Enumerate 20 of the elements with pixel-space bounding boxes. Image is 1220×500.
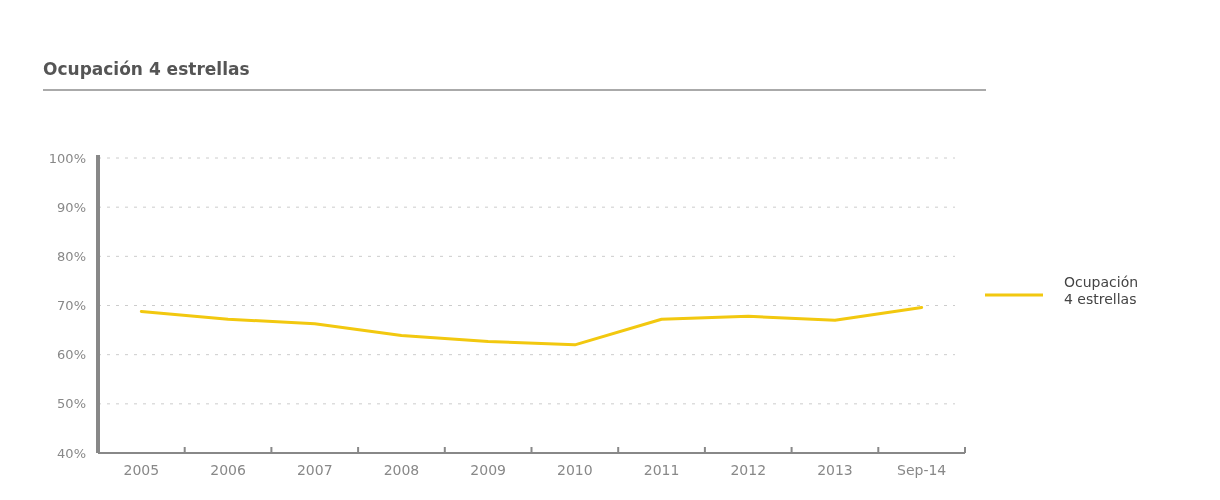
- x-tick-label: 2009: [470, 462, 506, 478]
- y-tick-label: 80%: [57, 248, 86, 264]
- x-tick-label: 2007: [296, 462, 333, 478]
- x-tick-label: Sep-14: [897, 462, 947, 478]
- y-tick-label: 60%: [57, 347, 86, 363]
- y-tick-label: 40%: [57, 445, 86, 461]
- x-tick-label: 2012: [730, 462, 767, 478]
- x-tick-label: 2005: [123, 462, 160, 478]
- y-tick-label: 50%: [57, 396, 86, 412]
- legend-label: Ocupación 4 estrellas: [1064, 274, 1139, 307]
- x-tick-label: 2008: [383, 462, 420, 478]
- x-tick-label: 2010: [557, 462, 593, 478]
- y-tick-label: 90%: [57, 199, 86, 215]
- x-tick-label: 2011: [643, 462, 680, 478]
- line-series: [139, 305, 924, 347]
- chart-title: Ocupación 4 estrellas: [43, 59, 250, 79]
- y-tick-label: 100%: [48, 150, 86, 166]
- x-tick-label: 2013: [817, 462, 853, 478]
- x-tick-label: 2006: [210, 462, 246, 478]
- y-tick-label: 70%: [57, 298, 86, 314]
